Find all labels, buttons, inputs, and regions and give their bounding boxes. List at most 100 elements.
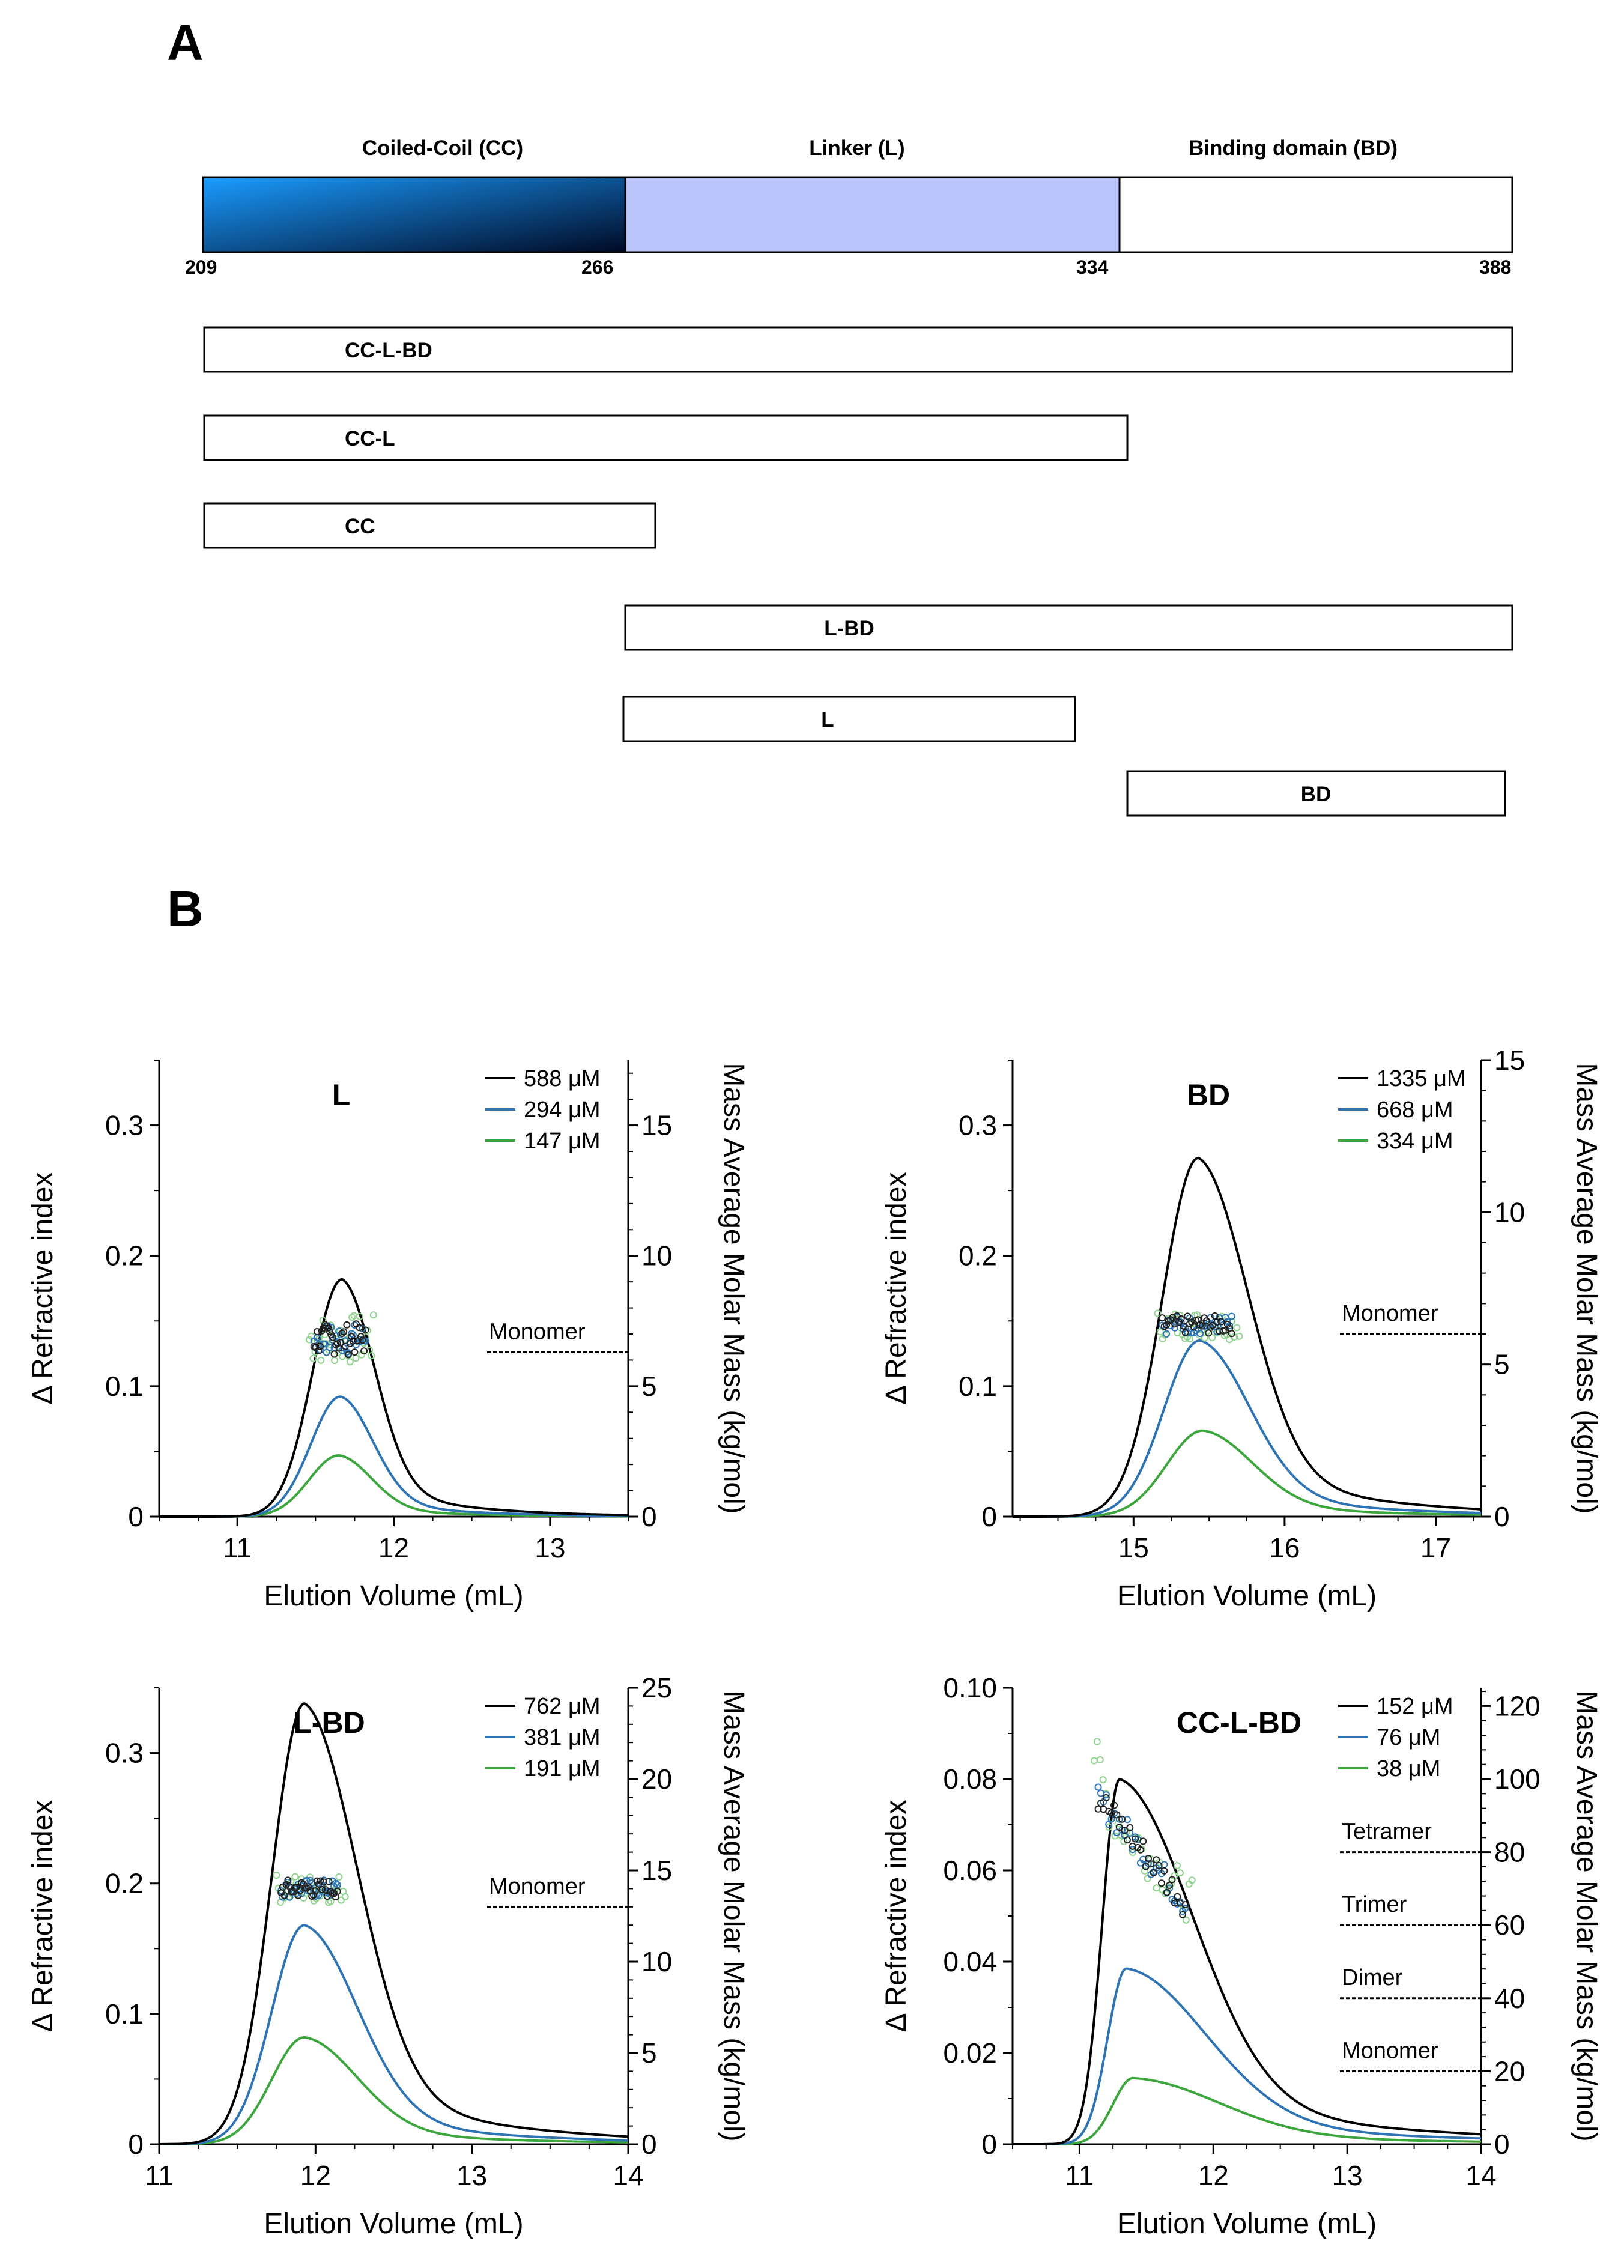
y2-tick-label: 120 (1494, 1690, 1541, 1721)
construct-label-l-bd: L-BD (824, 617, 874, 640)
mass-marker (1102, 1791, 1110, 1799)
mass-marker (1118, 1815, 1126, 1823)
mass-marker (1123, 1836, 1131, 1844)
y2-tick-label: 15 (1494, 1045, 1525, 1076)
mass-marker (1113, 1811, 1121, 1819)
mass-marker (317, 1877, 324, 1885)
mass-marker (1181, 1901, 1189, 1909)
mass-marker (1188, 1876, 1196, 1884)
mass-marker (313, 1328, 321, 1335)
mass-marker (1174, 1862, 1181, 1870)
mass-marker (1160, 1867, 1168, 1875)
y2-tick-label: 0 (1494, 2129, 1510, 2160)
mass-marker (1177, 1315, 1185, 1323)
y-tick-label: 0 (128, 1501, 144, 1532)
mass-marker (1121, 1827, 1129, 1834)
construct-label-cc-l-bd: CC-L-BD (345, 339, 432, 362)
domain-bar-linker (624, 176, 1121, 253)
y-tick-label: 0.10 (943, 1672, 997, 1703)
mass-marker (351, 1348, 359, 1356)
y-axis-title: Δ Refractive index (27, 1172, 59, 1405)
mass-marker (298, 1879, 306, 1887)
reference-label: Monomer (1342, 1301, 1438, 1326)
mass-marker (1177, 1318, 1185, 1326)
mass-marker (1198, 1322, 1206, 1330)
reference-label: Monomer (489, 1319, 586, 1344)
y2-axis-title: Mass Average Molar Mass (kg/mol) (718, 1063, 750, 1514)
x-tick-label: 13 (535, 1532, 565, 1563)
mass-marker (300, 1882, 307, 1890)
mass-marker (1186, 1335, 1194, 1343)
legend-label: 152 μM (1377, 1694, 1453, 1719)
legend-label: 762 μM (524, 1694, 601, 1719)
x-tick-label: 11 (1065, 2160, 1094, 2191)
mass-marker (305, 1336, 313, 1344)
y-tick-label: 0.1 (959, 1371, 997, 1402)
mass-marker (1144, 1875, 1151, 1882)
panel-b-letter: B (167, 881, 204, 937)
residue-label-388: 388 (1479, 256, 1511, 278)
y2-tick-label: 10 (641, 1946, 672, 1977)
mass-marker (1153, 1884, 1160, 1892)
mass-marker (1190, 1323, 1198, 1331)
x-tick-label: 12 (1198, 2160, 1229, 2191)
domain-bar-cc (202, 176, 626, 253)
mass-marker (1093, 1738, 1101, 1745)
mass-marker (333, 1887, 341, 1895)
mass-marker (343, 1321, 351, 1329)
mass-marker (1139, 1855, 1147, 1863)
mass-marker (360, 1347, 368, 1355)
mass-marker (1233, 1324, 1241, 1332)
mass-marker (1123, 1816, 1131, 1824)
mass-marker (1136, 1846, 1144, 1854)
y-axis-title: Δ Refractive index (880, 1800, 912, 2033)
mass-marker (1153, 1856, 1160, 1864)
mass-marker (1147, 1860, 1155, 1868)
domain-title-bd: Binding domain (BD) (1189, 136, 1398, 160)
residue-label-209: 209 (185, 256, 217, 278)
mass-marker (1110, 1801, 1118, 1809)
y2-tick-label: 20 (641, 1763, 672, 1795)
y2-tick-label: 25 (641, 1672, 672, 1703)
mass-marker (323, 1348, 330, 1356)
mass-marker (1184, 1312, 1192, 1320)
mass-marker (1174, 1893, 1181, 1900)
mass-marker (317, 1342, 324, 1350)
mass-marker (317, 1356, 325, 1364)
mass-marker (342, 1336, 350, 1344)
legend-label: 76 μM (1377, 1725, 1440, 1750)
mass-marker (1163, 1330, 1171, 1338)
y-tick-label: 0.2 (959, 1240, 997, 1272)
mass-marker (335, 1873, 343, 1881)
mass-marker (340, 1328, 348, 1336)
mass-marker (282, 1881, 290, 1888)
y2-tick-label: 5 (1494, 1349, 1510, 1380)
mass-marker (1163, 1321, 1171, 1329)
y-tick-label: 0.2 (105, 1240, 144, 1272)
mass-marker (1211, 1312, 1219, 1320)
y2-tick-label: 100 (1494, 1763, 1541, 1795)
mass-marker (1102, 1794, 1110, 1801)
mass-marker (1169, 1314, 1177, 1321)
x-tick-label: 12 (378, 1532, 409, 1563)
construct-label-bd: BD (1301, 783, 1332, 806)
construct-cc (203, 502, 656, 549)
y2-tick-label: 0 (641, 1501, 657, 1532)
y2-tick-label: 10 (641, 1240, 672, 1272)
mass-marker (368, 1352, 375, 1360)
mass-marker (1171, 1899, 1178, 1907)
chart-cc-l-bd: 11 12 13 1400.020.040.060.080.1002040608010… (880, 1672, 1602, 2240)
construct-label-cc: CC (345, 515, 375, 538)
construct-cc-l-bd (203, 326, 1513, 373)
mass-marker (345, 1351, 352, 1359)
mass-marker (1182, 1916, 1190, 1924)
y2-tick-label: 40 (1494, 1983, 1525, 2014)
mass-marker (1114, 1820, 1122, 1828)
plot-title: L-BD (293, 1706, 365, 1739)
reference-label: Dimer (1342, 1965, 1403, 1991)
mass-marker (318, 1885, 326, 1893)
chart-l: 11 12 13 0 0.1 0.2 0.3 0 5 10 15 Elution Volume (mL… (27, 1060, 750, 1612)
x-tick-label: 12 (300, 2160, 331, 2191)
mass-marker (1203, 1327, 1211, 1335)
